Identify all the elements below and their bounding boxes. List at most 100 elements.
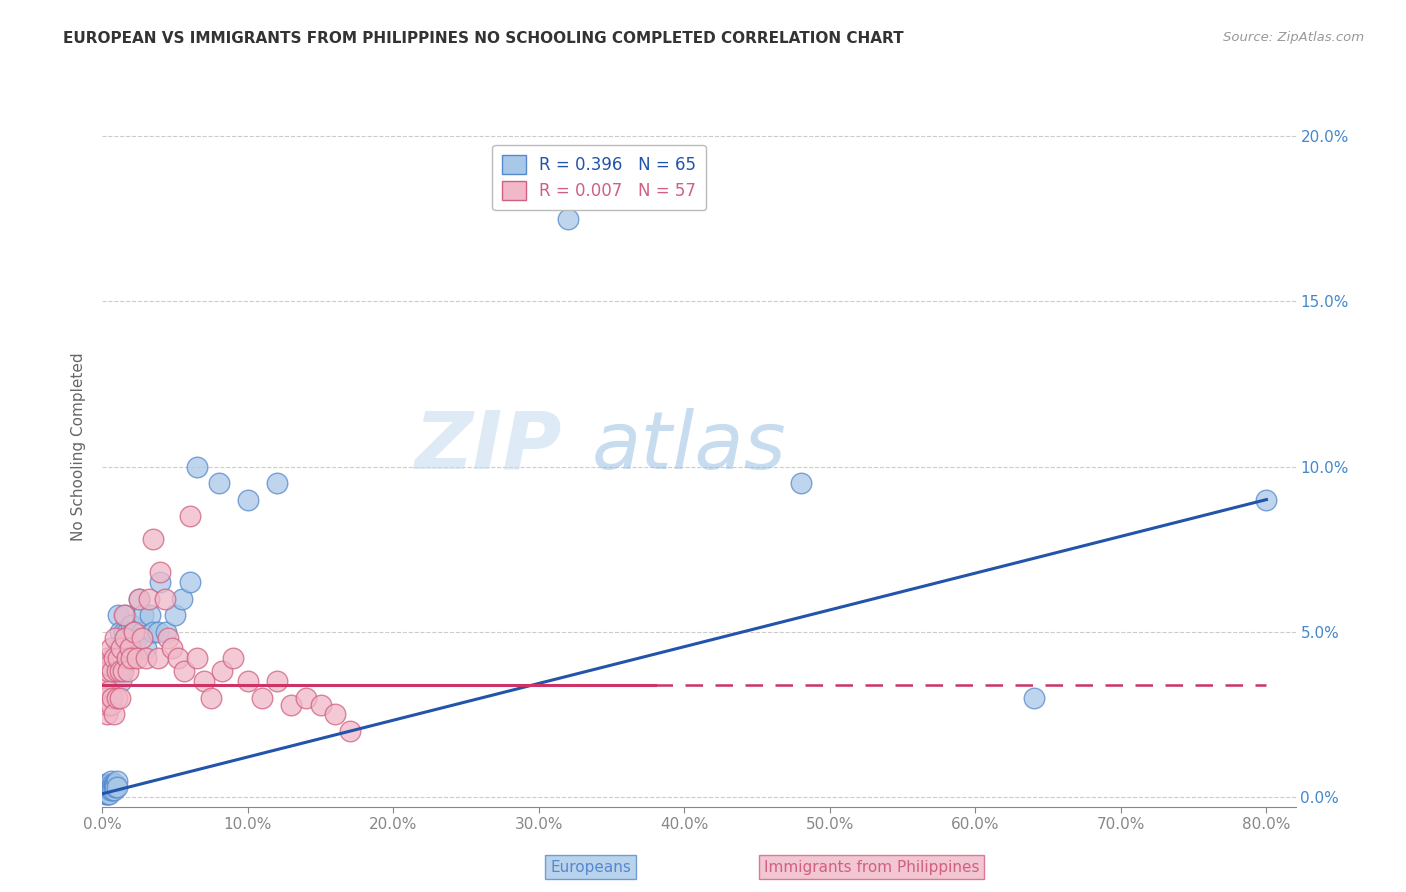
Point xyxy=(98,657,121,672)
Point xyxy=(108,657,131,672)
Point xyxy=(139,608,162,623)
Y-axis label: No Schooling Completed: No Schooling Completed xyxy=(72,352,86,541)
Point xyxy=(135,641,157,656)
Point xyxy=(97,777,120,791)
Point xyxy=(101,665,124,679)
Point xyxy=(186,459,208,474)
Point xyxy=(104,780,127,794)
Point xyxy=(114,632,136,646)
Point xyxy=(108,665,131,679)
Point xyxy=(155,624,177,639)
Point xyxy=(97,665,120,679)
Point xyxy=(115,624,138,639)
Point xyxy=(142,624,165,639)
Point xyxy=(122,624,145,639)
Point xyxy=(100,773,122,788)
Point xyxy=(122,641,145,656)
Point xyxy=(101,780,124,794)
Point xyxy=(1022,690,1045,705)
Point xyxy=(110,641,132,656)
Point xyxy=(127,632,149,646)
Point xyxy=(101,690,124,705)
Point xyxy=(118,641,141,656)
Point xyxy=(103,651,125,665)
Point xyxy=(149,575,172,590)
Point xyxy=(98,780,121,794)
Point xyxy=(97,780,120,794)
Point xyxy=(128,591,150,606)
Point xyxy=(100,641,122,656)
Point xyxy=(236,492,259,507)
Point xyxy=(208,476,231,491)
Point xyxy=(142,533,165,547)
Point xyxy=(110,641,132,656)
Point xyxy=(236,674,259,689)
Point xyxy=(101,783,124,797)
Point xyxy=(153,591,176,606)
Point xyxy=(98,684,121,698)
Point xyxy=(339,723,361,738)
Point xyxy=(100,780,122,794)
Point xyxy=(103,780,125,794)
Point xyxy=(172,591,194,606)
Point xyxy=(103,777,125,791)
Point xyxy=(121,624,143,639)
Point xyxy=(252,690,274,705)
Point xyxy=(222,651,245,665)
Point xyxy=(280,698,302,712)
Point xyxy=(103,707,125,722)
Point xyxy=(128,591,150,606)
Point xyxy=(117,641,139,656)
Legend: R = 0.396   N = 65, R = 0.007   N = 57: R = 0.396 N = 65, R = 0.007 N = 57 xyxy=(492,145,706,211)
Point xyxy=(98,783,121,797)
Point xyxy=(104,777,127,791)
Point xyxy=(94,777,117,791)
Point xyxy=(114,608,136,623)
Point xyxy=(193,674,215,689)
Point xyxy=(112,641,135,656)
Point xyxy=(108,624,131,639)
Point xyxy=(163,608,186,623)
Point xyxy=(107,651,129,665)
Point xyxy=(132,608,155,623)
Point xyxy=(112,624,135,639)
Point xyxy=(98,777,121,791)
Text: Immigrants from Philippines: Immigrants from Philippines xyxy=(763,860,980,874)
Point xyxy=(120,651,142,665)
Point xyxy=(120,618,142,632)
Point xyxy=(146,651,169,665)
Point xyxy=(111,657,134,672)
Point xyxy=(108,690,131,705)
Point xyxy=(107,608,129,623)
Point xyxy=(173,665,195,679)
Point xyxy=(323,707,346,722)
Point xyxy=(96,780,118,794)
Point xyxy=(104,632,127,646)
Text: ZIP: ZIP xyxy=(415,408,561,485)
Point xyxy=(94,657,117,672)
Point xyxy=(93,674,115,689)
Point xyxy=(211,665,233,679)
Point xyxy=(156,632,179,646)
Point xyxy=(96,783,118,797)
Point xyxy=(97,783,120,797)
Point xyxy=(115,651,138,665)
Point xyxy=(93,780,115,794)
Point xyxy=(1256,492,1278,507)
Point xyxy=(131,624,153,639)
Point xyxy=(107,641,129,656)
Point xyxy=(105,665,128,679)
Point xyxy=(103,783,125,797)
Point xyxy=(100,783,122,797)
Text: Source: ZipAtlas.com: Source: ZipAtlas.com xyxy=(1223,31,1364,45)
Point xyxy=(117,665,139,679)
Point xyxy=(200,690,222,705)
Point xyxy=(97,787,120,801)
Text: Europeans: Europeans xyxy=(550,860,631,874)
Point xyxy=(97,698,120,712)
Point xyxy=(266,674,288,689)
Point xyxy=(127,651,149,665)
Point xyxy=(98,787,121,801)
Text: atlas: atlas xyxy=(592,408,786,485)
Point xyxy=(790,476,813,491)
